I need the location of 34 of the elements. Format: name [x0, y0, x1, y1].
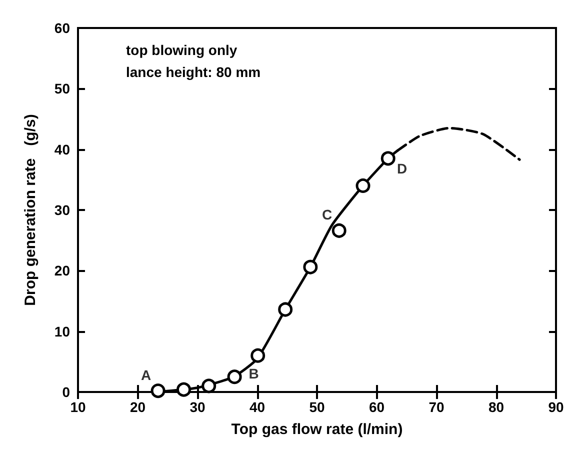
point: [176, 382, 192, 397]
y-tick-label: 0: [62, 384, 70, 400]
point: [150, 384, 166, 398]
y-tick-label: 50: [54, 80, 70, 97]
annotation: D: [397, 160, 408, 176]
x-tick-label: 90: [548, 399, 564, 415]
x-tick-label: 60: [368, 399, 385, 415]
point: [356, 178, 370, 193]
point: [332, 223, 346, 238]
y-tick-label: 20: [54, 262, 70, 279]
point: [250, 348, 266, 363]
y-tick-label: 10: [54, 323, 70, 340]
x-tick-label: 80: [488, 399, 504, 415]
annotation: C: [322, 206, 332, 223]
point: [227, 370, 242, 384]
annotation: B: [248, 366, 259, 382]
y-axis-title: Drop generation rate (g/s): [22, 114, 39, 306]
x-tick-label: 30: [190, 399, 206, 415]
y-tick-label: 40: [54, 141, 70, 158]
x-tick-label: 10: [70, 399, 86, 415]
x-tick-label: 50: [309, 399, 325, 415]
x-axis-title: Top gas flow rate (l/min): [231, 421, 403, 438]
x-tick-label: 70: [428, 399, 444, 415]
annotation: A: [141, 366, 152, 383]
annotation: lance height: 80 mm: [126, 64, 261, 80]
point: [380, 151, 396, 166]
y-tick-label: 30: [54, 202, 70, 218]
x-tick-label: 40: [249, 399, 266, 415]
point: [202, 378, 216, 394]
annotation: top blowing only: [126, 42, 238, 58]
y-tick-label: 60: [54, 20, 70, 36]
point: [278, 302, 293, 317]
point: [303, 260, 318, 274]
x-tick-label: 20: [130, 399, 146, 415]
